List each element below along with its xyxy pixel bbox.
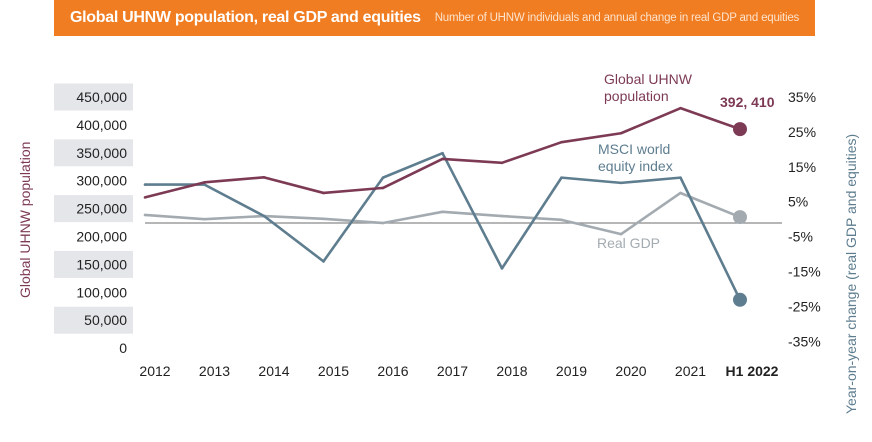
- left-axis-tick: 50,000: [84, 312, 127, 328]
- data-point: [560, 140, 563, 144]
- data-point: [203, 183, 206, 186]
- end-value-label: 392, 410: [720, 94, 775, 110]
- data-point: [679, 106, 682, 110]
- x-axis-tick: 2021: [675, 363, 706, 379]
- data-point: [203, 181, 206, 184]
- chart-subtitle: Number of UHNW individuals and annual ch…: [434, 12, 800, 24]
- data-point: [143, 183, 147, 186]
- series-label: equity index: [598, 158, 673, 174]
- x-axis-tick: 2016: [377, 363, 408, 379]
- data-point: [322, 191, 325, 195]
- chart-header-bar: Global UHNW population, real GDP and equ…: [54, 0, 815, 36]
- data-point: [381, 176, 385, 179]
- left-axis-tick: 400,000: [76, 117, 127, 133]
- data-point: [262, 214, 266, 218]
- data-point: [441, 210, 444, 214]
- data-point: [560, 176, 563, 179]
- x-axis-tick: 2013: [199, 363, 230, 379]
- series-label: MSCI world: [598, 141, 670, 157]
- left-axis-title: Global UHNW population: [17, 142, 33, 298]
- right-axis-tick: -25%: [788, 298, 821, 314]
- right-axis-tick: -15%: [788, 264, 821, 280]
- left-axis-tick: 250,000: [76, 201, 127, 217]
- x-axis-tick: 2017: [437, 363, 468, 379]
- data-point: [500, 267, 504, 270]
- left-axis-tick: 200,000: [76, 229, 127, 245]
- data-point: [679, 191, 682, 195]
- data-point: [619, 181, 623, 185]
- left-axis-tick: 100,000: [76, 284, 127, 300]
- data-point: [619, 131, 623, 135]
- right-axis-tick: -5%: [788, 229, 813, 245]
- right-axis-tick: 5%: [788, 194, 808, 210]
- left-axis-tick: 450,000: [76, 89, 127, 105]
- series-line-msci-world-equity-index: [145, 151, 742, 301]
- data-point: [619, 232, 623, 236]
- data-point: [322, 260, 325, 263]
- left-axis-tick: 150,000: [76, 256, 127, 272]
- x-axis-tick: 2018: [496, 363, 527, 379]
- left-axis-band: [54, 139, 133, 167]
- right-axis-tick: 35%: [788, 89, 816, 105]
- right-axis-title: Year-on-year change (real GDP and equiti…: [843, 134, 859, 414]
- data-point: [143, 196, 147, 199]
- left-axis-band: [54, 83, 133, 111]
- data-point: [500, 161, 504, 165]
- series-label: Real GDP: [597, 235, 660, 251]
- x-axis-tick: 2015: [318, 363, 349, 379]
- data-point: [500, 214, 504, 218]
- x-axis-tick: 2020: [615, 363, 646, 379]
- x-axis-tick: 2019: [556, 363, 587, 379]
- x-axis-tick: 2014: [258, 363, 289, 379]
- data-point: [322, 217, 325, 221]
- data-point: [441, 151, 444, 155]
- data-point: [381, 186, 385, 190]
- left-axis-band: [54, 250, 133, 278]
- data-point: [733, 210, 747, 225]
- data-point: [143, 213, 147, 217]
- data-point: [203, 217, 206, 221]
- data-point: [733, 292, 747, 307]
- left-axis-tick: 300,000: [76, 173, 127, 189]
- right-axis-tick: 15%: [788, 159, 816, 175]
- series-label: population: [604, 88, 669, 104]
- series-label: Global UHNW: [604, 71, 693, 87]
- left-axis-band: [54, 306, 133, 334]
- right-axis-tick: 25%: [788, 124, 816, 140]
- data-point: [381, 221, 385, 225]
- data-point: [560, 218, 563, 222]
- left-axis-tick: 350,000: [76, 145, 127, 161]
- data-point: [733, 122, 747, 137]
- data-point: [679, 176, 682, 179]
- left-axis-tick: 0: [119, 340, 127, 356]
- data-point: [441, 157, 444, 161]
- right-axis-tick: -35%: [788, 333, 821, 349]
- left-axis-band: [54, 195, 133, 223]
- x-axis-tick: H1 2022: [726, 363, 779, 379]
- data-point: [262, 176, 266, 179]
- x-axis-tick: 2012: [139, 363, 170, 379]
- chart-title: Global UHNW population, real GDP and equ…: [70, 9, 421, 26]
